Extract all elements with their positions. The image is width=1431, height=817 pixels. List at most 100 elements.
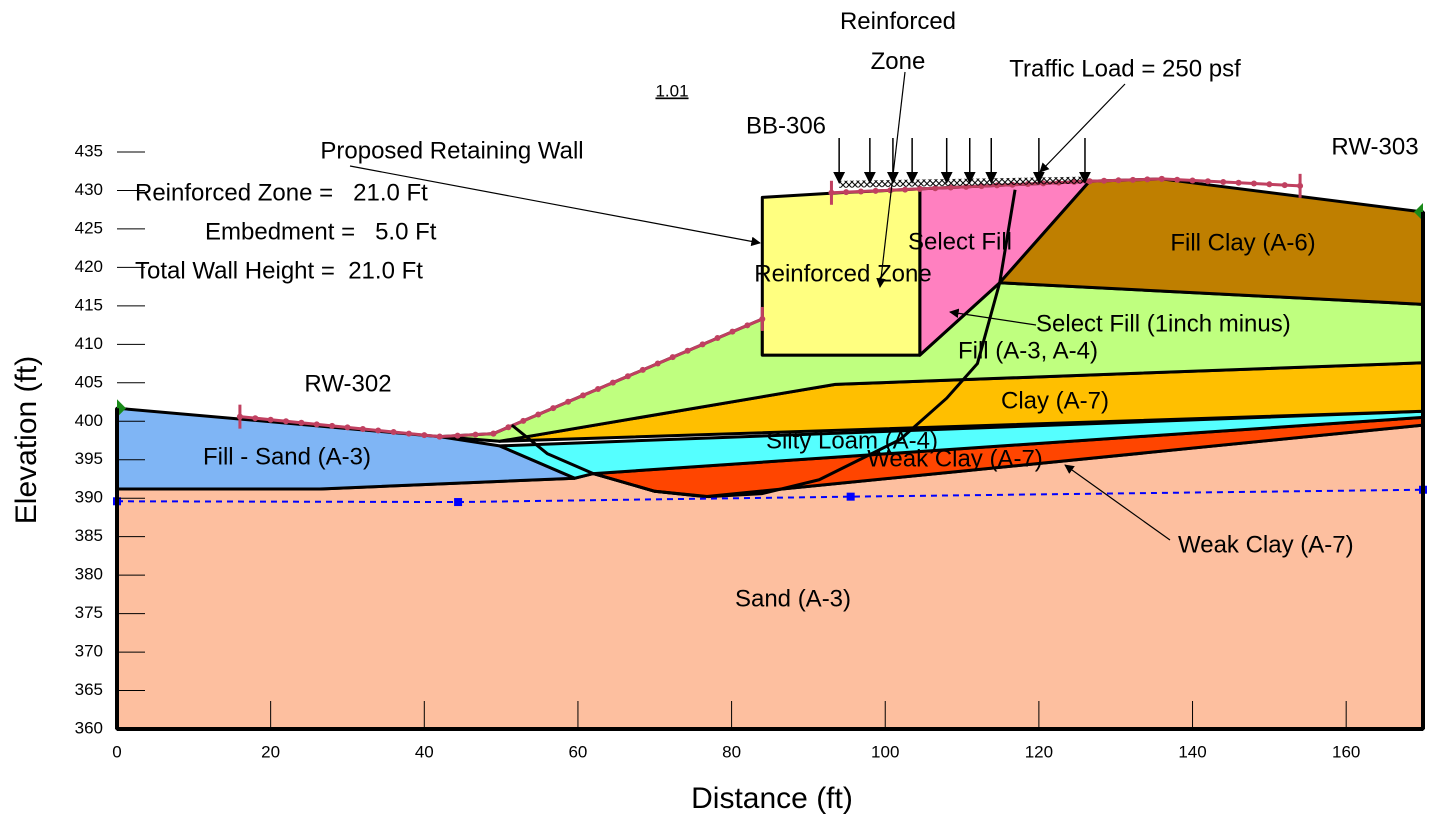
surface-dot [858, 188, 864, 194]
surface-dot [421, 432, 427, 438]
annotation: Reinforced Zone [838, 2, 958, 82]
surface-dot [1144, 176, 1150, 182]
wall-info: Total Wall Height = 21.0 Ft [135, 257, 423, 284]
region-label: Silty Loam (A-4) [766, 427, 938, 454]
x-tick-label: 160 [1332, 742, 1360, 761]
region-label: Clay (A-7) [1001, 387, 1109, 414]
surface-dot [1130, 177, 1136, 183]
surface-dot [902, 187, 908, 193]
region-label: Reinforced Zone [754, 260, 931, 287]
chart: Distance (ft) Elevation (ft) Sand (A-3) F… [0, 0, 1431, 817]
y-tick-label: 420 [75, 257, 103, 276]
surface-dot [917, 186, 923, 192]
water-point [847, 493, 855, 501]
surface-dot [700, 341, 706, 347]
surface-dot [314, 421, 320, 427]
annotation-arrow [1040, 84, 1125, 172]
surface-dot [535, 411, 541, 417]
water-point [454, 498, 462, 506]
surface-dot [329, 423, 335, 429]
surface-dot [565, 399, 571, 405]
y-tick-label: 430 [75, 180, 103, 199]
surface-dot [1251, 181, 1257, 187]
x-tick-label: 20 [261, 742, 280, 761]
surface-dot [268, 417, 274, 423]
x-tick-label: 60 [568, 742, 587, 761]
y-tick-label: 425 [75, 218, 103, 237]
y-tick-label: 360 [75, 718, 103, 737]
y-tick-label: 375 [75, 603, 103, 622]
surface-dot [1190, 177, 1196, 183]
boring-label: BB-306 [746, 112, 826, 139]
y-tick-label: 415 [75, 295, 103, 314]
surface-dot [1101, 178, 1107, 184]
surface-dot [455, 433, 461, 439]
y-tick-label: 365 [75, 680, 103, 699]
region-label: Fill - Sand (A-3) [203, 443, 371, 470]
y-tick-label: 405 [75, 372, 103, 391]
surface-dot [744, 322, 750, 328]
surface-dot [1205, 178, 1211, 184]
boring-label: RW-302 [304, 370, 391, 397]
x-tick-label: 120 [1025, 742, 1053, 761]
annotation: Proposed Retaining Wall [320, 137, 583, 164]
annotation: Traffic Load = 250 psf [1009, 55, 1241, 82]
surface-dot [298, 420, 304, 426]
page: Distance (ft) Elevation (ft) Sand (A-3) F… [0, 0, 1431, 817]
surface-dot [655, 361, 661, 367]
surface-dot [610, 380, 616, 386]
x-tick-label: 0 [112, 742, 121, 761]
surface-dot [406, 431, 412, 437]
y-tick-label: 380 [75, 565, 103, 584]
surface-dot [344, 424, 350, 430]
surface-dot [473, 432, 479, 438]
surface-dot [580, 392, 586, 398]
y-tick-label: 395 [75, 449, 103, 468]
surface-dot [873, 188, 879, 194]
surface-dot [1236, 180, 1242, 186]
y-tick-label: 390 [75, 488, 103, 507]
surface-dot [360, 426, 366, 432]
x-tick-label: 40 [415, 742, 434, 761]
y-tick-label: 400 [75, 411, 103, 430]
wall-info: Embedment = 5.0 Ft [205, 218, 437, 245]
annotation: Select Fill (1inch minus) [1036, 310, 1291, 337]
x-axis-title: Distance (ft) [691, 782, 853, 815]
surface-dot [595, 386, 601, 392]
annotation: Weak Clay (A-7) [1178, 531, 1354, 558]
surface-dot [252, 415, 258, 421]
surface-dot [550, 405, 556, 411]
factor-of-safety: 1.01 [655, 81, 688, 100]
surface-dot [1115, 177, 1121, 183]
surface-dot [843, 189, 849, 195]
x-tick-label: 140 [1178, 742, 1206, 761]
y-tick-label: 435 [75, 141, 103, 160]
surface-dot [1159, 176, 1165, 182]
surface-dot [1220, 179, 1226, 185]
surface-dot [437, 434, 443, 440]
surface-dot [490, 431, 496, 437]
surface-dot [685, 348, 691, 354]
surface-dot [1174, 177, 1180, 183]
boring-label: RW-303 [1331, 133, 1418, 160]
surface-dot [640, 367, 646, 373]
surface-dot [729, 329, 735, 335]
wall-info: Reinforced Zone = 21.0 Ft [135, 179, 428, 206]
x-tick-label: 80 [722, 742, 741, 761]
surface-dot [1266, 181, 1272, 187]
surface-dot [1087, 178, 1093, 184]
y-tick-label: 370 [75, 642, 103, 661]
y-tick-label: 410 [75, 334, 103, 353]
y-tick-label: 385 [75, 526, 103, 545]
surface-dot [887, 187, 893, 193]
surface-dot [670, 354, 676, 360]
y-axis-title: Elevation (ft) [10, 356, 43, 524]
x-tick-label: 100 [871, 742, 899, 761]
surface-dot [520, 418, 526, 424]
surface-dot [625, 373, 631, 379]
surface-dot [715, 335, 721, 341]
surface-dot [1282, 182, 1288, 188]
surface-dot [505, 424, 511, 430]
region-label: Sand (A-3) [735, 585, 851, 612]
surface-dot [391, 429, 397, 435]
